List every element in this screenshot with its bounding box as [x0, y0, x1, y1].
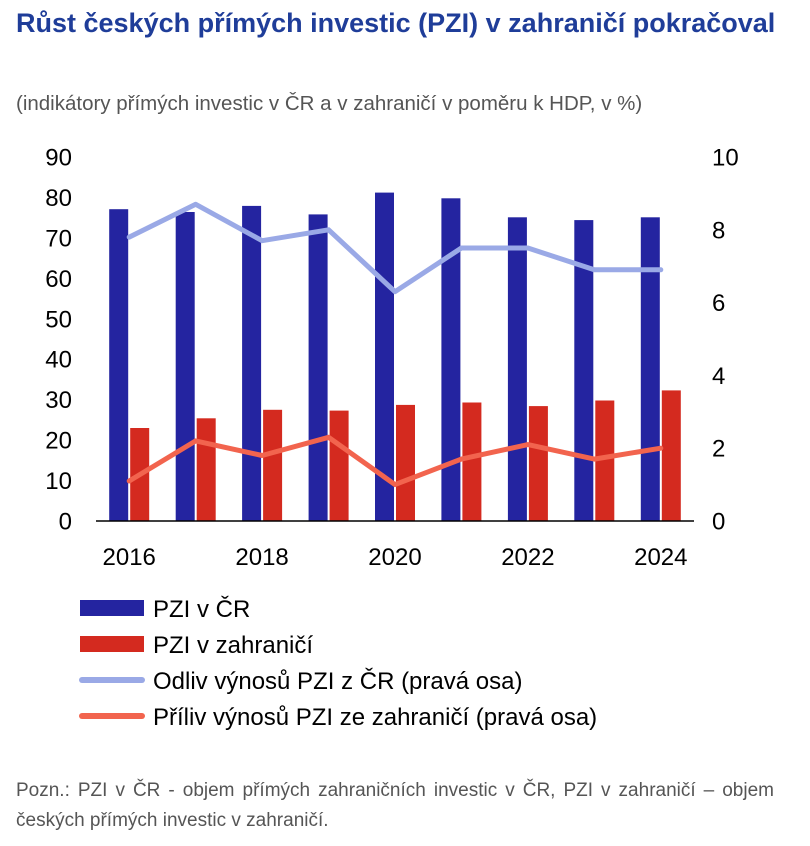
y-right-tick-label: 0	[712, 509, 725, 536]
legend: PZI v ČR PZI v zahraničí Odliv výnosů PZI …	[79, 595, 597, 731]
chart: 0 10 20 30 40 50 60 70 80 90 0 2 4 6 8 10 2016 2018 2020 20…	[45, 145, 738, 732]
y-right-tick-label: 6	[712, 290, 725, 317]
y-right-tick-label: 8	[712, 217, 725, 244]
y-right-tick-label: 4	[712, 363, 725, 390]
line-odliv-vynosu	[126, 201, 664, 295]
bar-pzi-cr-2024	[640, 217, 660, 522]
y-left-tick-label: 40	[45, 347, 72, 374]
y-right-tick-label: 10	[712, 145, 739, 172]
bar-pzi-zahranici-2022	[528, 406, 548, 521]
bar-pzi-cr-2022	[507, 217, 527, 522]
x-tick-label-2024: 2024	[634, 544, 687, 571]
bar-pzi-cr-2016	[109, 209, 129, 521]
legend-label-2: Odliv výnosů PZI z ČR (pravá osa)	[153, 667, 522, 695]
y-left-tick-label: 10	[45, 468, 72, 495]
legend-swatch-0	[80, 600, 144, 616]
chart-note: Pozn.: PZI v ČR - objem přímých zahranič…	[16, 780, 774, 831]
y-left-tick-label: 0	[59, 509, 72, 536]
bar-pzi-cr-2021	[441, 198, 461, 522]
y-left-tick-label: 30	[45, 387, 72, 414]
x-tick-label-2022: 2022	[501, 544, 554, 571]
bar-pzi-cr-2017	[175, 212, 195, 521]
x-tick-label-2018: 2018	[235, 544, 288, 571]
bar-pzi-zahranici-2018	[263, 409, 283, 521]
bar-pzi-zahranici-2021	[462, 402, 482, 521]
x-tick-label-2020: 2020	[368, 544, 421, 571]
line-priliv-vynosu	[126, 434, 664, 488]
legend-label-3: Příliv výnosů PZI ze zahraničí (pravá os…	[153, 704, 597, 731]
bar-pzi-cr-2019	[308, 214, 328, 521]
lines-layer	[126, 201, 664, 488]
axes-layer: 0 10 20 30 40 50 60 70 80 90 0 2 4 6 8 10 2016 2018 2020 20…	[45, 145, 738, 572]
bar-pzi-zahranici-2024	[661, 390, 681, 521]
bar-pzi-zahranici-2023	[595, 400, 615, 521]
y-left-tick-label: 80	[45, 185, 72, 212]
y-left-tick-label: 90	[45, 145, 72, 172]
bar-pzi-cr-2023	[574, 220, 594, 521]
y-left-tick-label: 20	[45, 428, 72, 455]
y-left-tick-label: 60	[45, 266, 72, 293]
bar-pzi-zahranici-2019	[329, 410, 349, 521]
y-left-tick-label: 70	[45, 225, 72, 252]
y-left-tick-label: 50	[45, 306, 72, 333]
legend-label-0: PZI v ČR	[153, 595, 250, 623]
bars-layer	[109, 192, 681, 522]
y-right-tick-label: 2	[712, 436, 725, 463]
chart-title: Růst českých přímých investic (PZI) v za…	[16, 8, 776, 38]
bar-pzi-zahranici-2017	[196, 418, 216, 521]
legend-label-1: PZI v zahraničí	[153, 632, 313, 659]
x-tick-label-2016: 2016	[103, 544, 156, 571]
legend-swatch-1	[80, 636, 144, 652]
chart-subtitle: (indikátory přímých investic v ČR a v za…	[16, 92, 643, 115]
bar-pzi-zahranici-2020	[396, 404, 415, 521]
bar-pzi-cr-2018	[242, 205, 262, 521]
